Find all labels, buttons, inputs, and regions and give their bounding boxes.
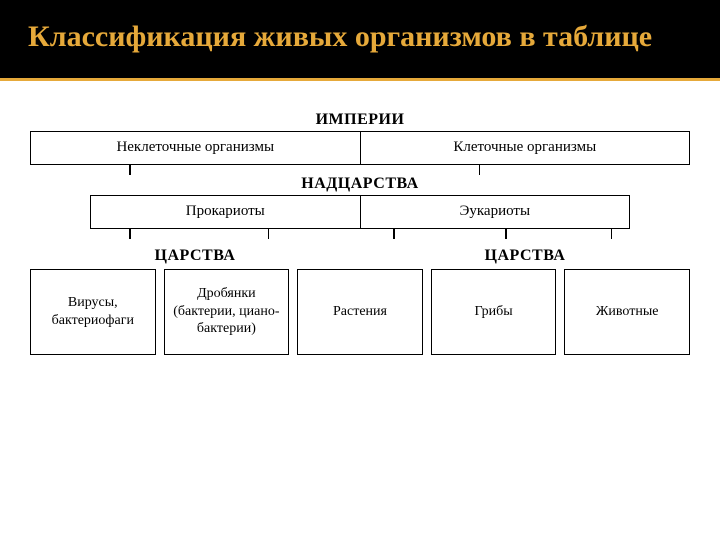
kingdoms-label-left: ЦАРСТВА xyxy=(30,247,360,265)
superkingdoms-label: НАДЦАРСТВА xyxy=(30,175,690,193)
kingdom-box-drobyanki: Дробянки (бактерии, циано-бактерии) xyxy=(164,269,290,355)
classification-diagram: ИМПЕРИИ Неклеточные организмы Клеточные … xyxy=(30,111,690,355)
kingdom-box-plants: Растения xyxy=(297,269,423,355)
slide-title: Классификация живых организмов в таблице xyxy=(28,18,692,56)
connector-stub xyxy=(611,229,613,239)
connector-stub xyxy=(505,229,507,239)
connector-stub xyxy=(393,229,395,239)
kingdom-box-animals: Животные xyxy=(564,269,690,355)
connector-stub xyxy=(129,165,131,175)
connector-stub xyxy=(479,165,481,175)
empire-box-noncellular: Неклеточные организмы xyxy=(30,131,360,165)
kingdoms-labels-row: ЦАРСТВА ЦАРСТВА xyxy=(30,247,690,265)
connector-stub xyxy=(268,229,270,239)
kingdom-box-fungi: Грибы xyxy=(431,269,557,355)
superkingdoms-row: Прокариоты Эукариоты xyxy=(30,195,690,229)
kingdom-box-viruses: Вирусы, бактериофаги xyxy=(30,269,156,355)
empires-row: Неклеточные организмы Клеточные организм… xyxy=(30,131,690,165)
connector-row-1 xyxy=(30,165,690,175)
slide-header: Классификация живых организмов в таблице xyxy=(0,0,720,81)
superkingdom-box-eukaryotes: Эукариоты xyxy=(360,195,631,229)
connector-row-2 xyxy=(30,229,690,239)
kingdoms-label-right: ЦАРСТВА xyxy=(360,247,690,265)
superkingdom-box-prokaryotes: Прокариоты xyxy=(90,195,360,229)
diagram-container: ИМПЕРИИ Неклеточные организмы Клеточные … xyxy=(0,81,720,375)
kingdoms-row: Вирусы, бактериофаги Дробянки (бактерии,… xyxy=(30,269,690,355)
empires-label: ИМПЕРИИ xyxy=(30,111,690,129)
empire-box-cellular: Клеточные организмы xyxy=(360,131,691,165)
connector-stub xyxy=(129,229,131,239)
